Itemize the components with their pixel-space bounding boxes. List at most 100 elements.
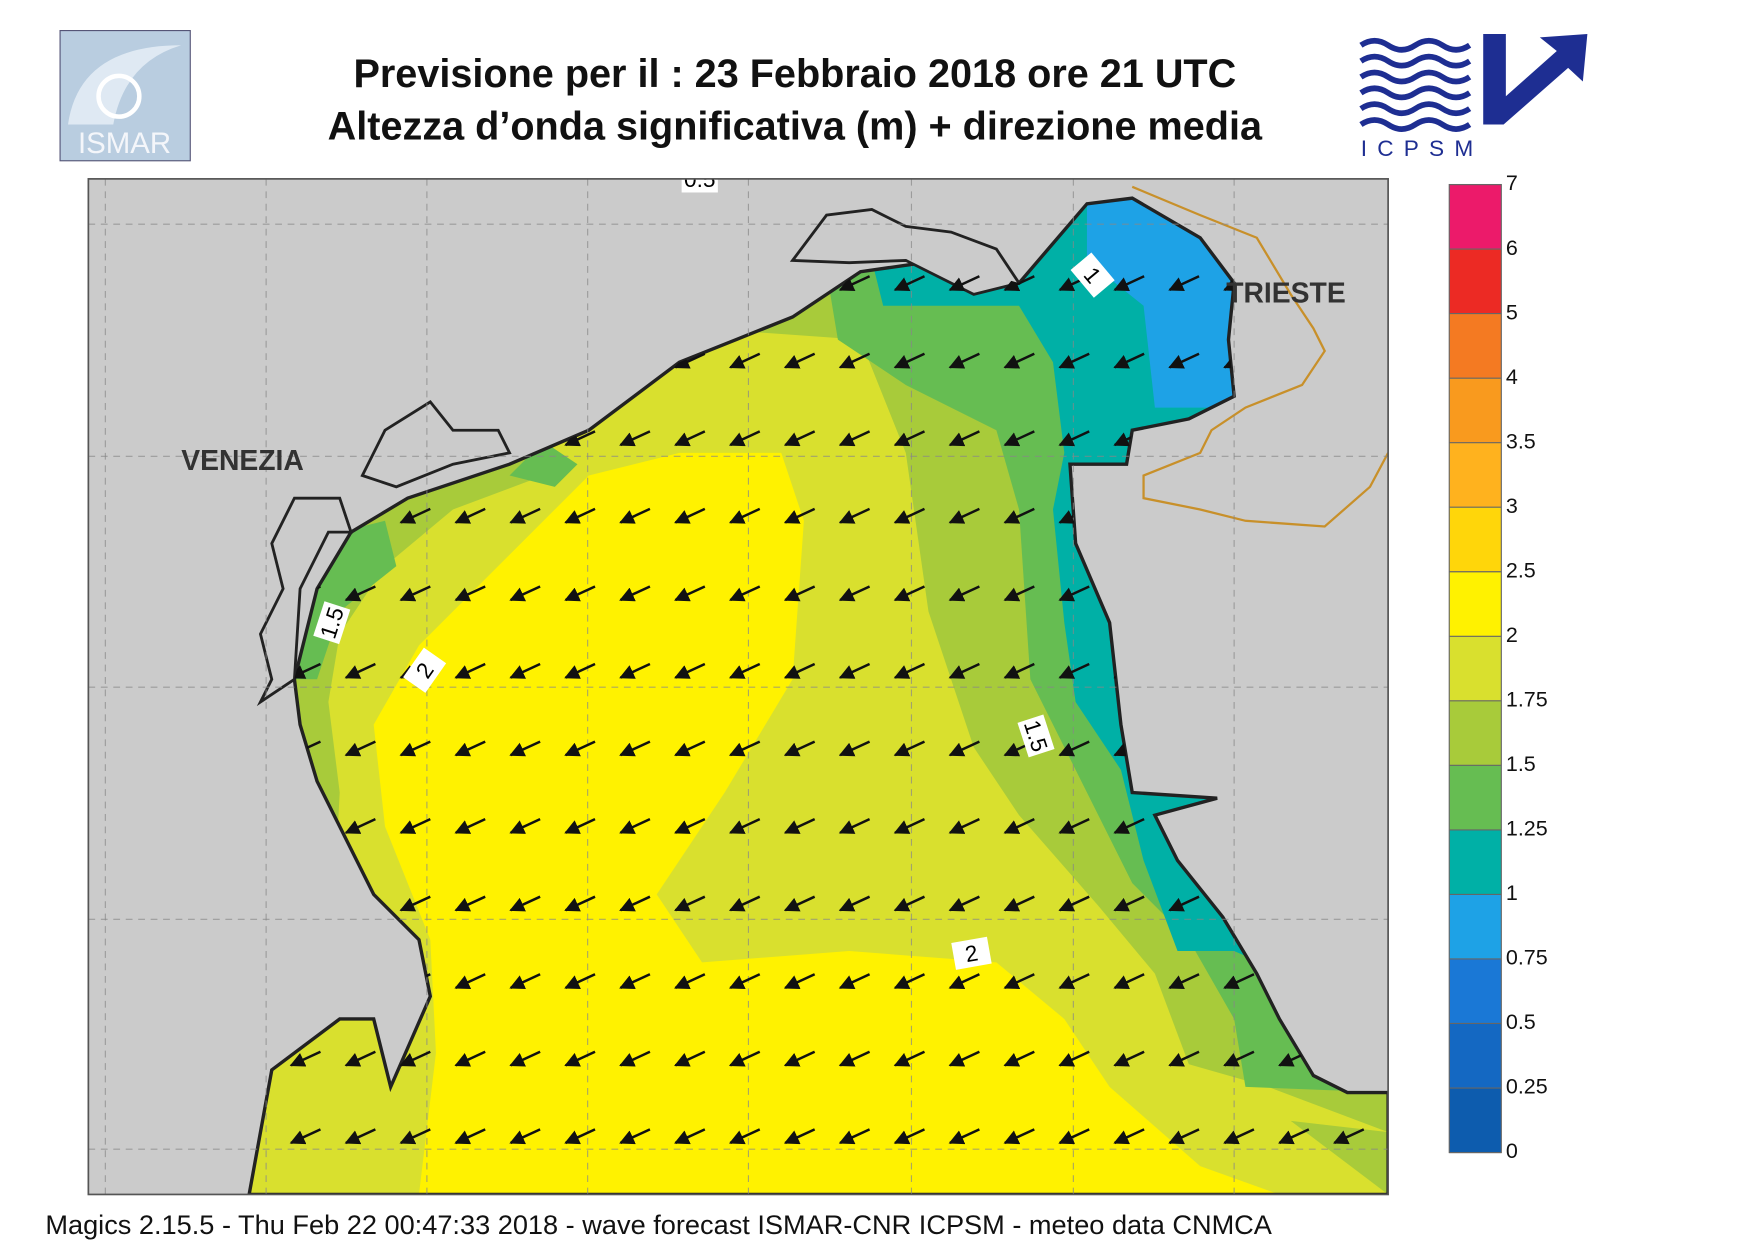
- direction-arrow: [1168, 1050, 1200, 1067]
- direction-arrow: [838, 507, 871, 524]
- colorbar-segment: [1449, 700, 1502, 766]
- direction-arrow: [619, 430, 651, 447]
- direction-arrow: [783, 895, 816, 912]
- direction-arrow: [564, 507, 596, 524]
- direction-arrow: [728, 973, 761, 989]
- direction-arrow: [509, 818, 541, 834]
- colorbar-tick-label: 1.5: [1506, 752, 1536, 776]
- contour-label-bg: [681, 178, 718, 193]
- direction-arrow: [838, 585, 871, 602]
- direction-arrow: [728, 895, 761, 912]
- colorbar-tick-label: 0.5: [1506, 1010, 1536, 1034]
- colorbar-tick-label: 7: [1506, 171, 1518, 195]
- direction-arrow: [454, 895, 486, 912]
- direction-arrow: [783, 818, 816, 834]
- contour-label-bg: [313, 601, 351, 645]
- lagoon: [789, 207, 1022, 296]
- colorbar-tick-label: 5: [1506, 300, 1518, 324]
- direction-arrow: [564, 895, 596, 912]
- direction-arrow: [564, 1128, 596, 1145]
- map: 0.511.521.52 VENEZIA TRIESTE: [88, 167, 1389, 1195]
- direction-arrow: [509, 740, 541, 757]
- direction-arrow: [948, 740, 980, 757]
- colorbar-segment: [1449, 184, 1502, 250]
- title-line-1: Previsione per il : 23 Febbraio 2018 ore…: [353, 52, 1236, 96]
- direction-arrow: [893, 662, 926, 679]
- title-line-2: Altezza d’onda significativa (m) + direz…: [328, 104, 1263, 148]
- direction-arrow: [1058, 895, 1090, 912]
- colorbar-tick-label: 3: [1506, 494, 1518, 518]
- direction-arrow: [838, 740, 871, 757]
- direction-arrow: [893, 1050, 926, 1067]
- direction-arrow: [344, 1050, 376, 1067]
- direction-arrow: [454, 507, 486, 524]
- direction-arrow: [619, 585, 651, 602]
- direction-arrow: [1058, 1050, 1090, 1067]
- direction-arrow: [1168, 275, 1200, 291]
- direction-arrow: [838, 662, 871, 679]
- direction-arrow: [948, 507, 980, 524]
- contour-label: 2: [403, 647, 447, 693]
- direction-arrow: [893, 507, 926, 524]
- direction-arrow: [1058, 1128, 1090, 1145]
- border: [1131, 185, 1389, 528]
- lagoon-north: [360, 400, 512, 489]
- contour-label-text: 2: [963, 940, 980, 967]
- direction-arrow: [399, 507, 431, 524]
- direction-arrow: [619, 662, 651, 679]
- direction-arrow: [1003, 1128, 1035, 1145]
- direction-arrow: [344, 662, 376, 679]
- contour-label-text: 0.5: [684, 167, 715, 192]
- direction-arrow: [674, 973, 706, 989]
- direction-arrow: [564, 818, 596, 834]
- direction-arrow: [728, 1128, 761, 1145]
- place-label: VENEZIA: [181, 444, 304, 476]
- direction-arrow: [399, 740, 431, 757]
- direction-arrow: [399, 818, 431, 834]
- direction-arrow: [289, 662, 321, 679]
- direction-arrow: [783, 1128, 816, 1145]
- colorbar-tick-label: 3.5: [1506, 429, 1536, 453]
- direction-arrow: [1113, 352, 1145, 369]
- direction-arrow: [674, 895, 706, 912]
- direction-arrow: [948, 275, 980, 291]
- direction-arrow: [454, 585, 486, 602]
- place-label: TRIESTE: [1226, 276, 1346, 308]
- direction-arrow: [344, 585, 376, 602]
- direction-arrow: [399, 895, 431, 912]
- direction-arrow: [838, 818, 871, 834]
- contour-label: 1: [1070, 252, 1115, 298]
- direction-arrow: [674, 507, 706, 524]
- direction-arrow: [454, 662, 486, 679]
- direction-arrow: [399, 1128, 431, 1145]
- direction-arrow: [1058, 585, 1090, 602]
- direction-arrow: [344, 740, 376, 757]
- direction-arrow: [1278, 1128, 1310, 1145]
- direction-arrow: [619, 1128, 651, 1145]
- direction-arrow: [893, 818, 926, 834]
- direction-arrow: [783, 1050, 816, 1067]
- direction-arrow: [838, 895, 871, 912]
- direction-arrow: [783, 585, 816, 602]
- direction-arrow: [893, 973, 926, 989]
- direction-arrow: [344, 1128, 376, 1145]
- direction-arrow: [1058, 740, 1090, 757]
- direction-arrow: [1332, 1128, 1365, 1145]
- colorbar-tick-label: 2: [1506, 623, 1518, 647]
- direction-arrow: [783, 430, 816, 447]
- direction-arrow: [509, 662, 541, 679]
- direction-arrow: [728, 507, 761, 524]
- colorbar-segment: [1449, 765, 1502, 830]
- direction-arrow: [454, 973, 486, 989]
- direction-arrow: [728, 352, 761, 369]
- colorbar-tick-label: 0.75: [1506, 946, 1548, 970]
- direction-arrow: [619, 895, 651, 912]
- direction-arrow: [893, 585, 926, 602]
- direction-arrow: [1003, 507, 1035, 524]
- direction-arrow: [1168, 973, 1200, 989]
- direction-arrow: [893, 740, 926, 757]
- direction-arrow: [509, 1128, 541, 1145]
- direction-arrow: [674, 352, 706, 369]
- direction-arrow: [948, 352, 980, 369]
- contour-label: 2: [951, 936, 992, 970]
